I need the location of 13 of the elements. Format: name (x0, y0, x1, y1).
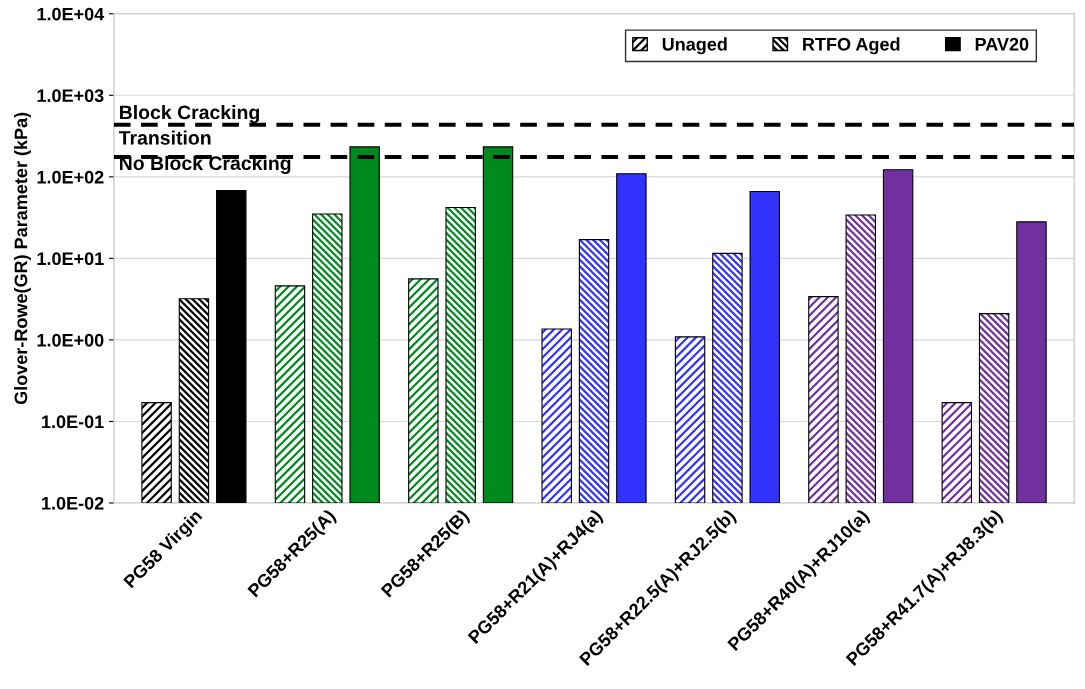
y-tick-label: 1.0E-02 (42, 496, 104, 510)
legend-label: PAV20 (975, 37, 1029, 51)
y-tick-label: 1.0E+02 (37, 170, 104, 184)
y-tick-label: 1.0E+04 (37, 7, 105, 21)
y-tick-label: 1.0E+01 (37, 252, 104, 266)
legend-label: RTFO Aged (803, 37, 900, 55)
y-tick-label: 1.0E-01 (42, 415, 104, 429)
legend-label: Unaged (662, 37, 727, 55)
y-tick-label: 1.0E+00 (37, 333, 104, 347)
y-axis-title: Glover-Rowe(GR) Parameter (kPa) (14, 112, 31, 405)
y-tick-label: 1.0E+03 (37, 89, 104, 103)
annotation: Transition (118, 130, 211, 145)
annotation: Block Cracking (120, 104, 259, 124)
